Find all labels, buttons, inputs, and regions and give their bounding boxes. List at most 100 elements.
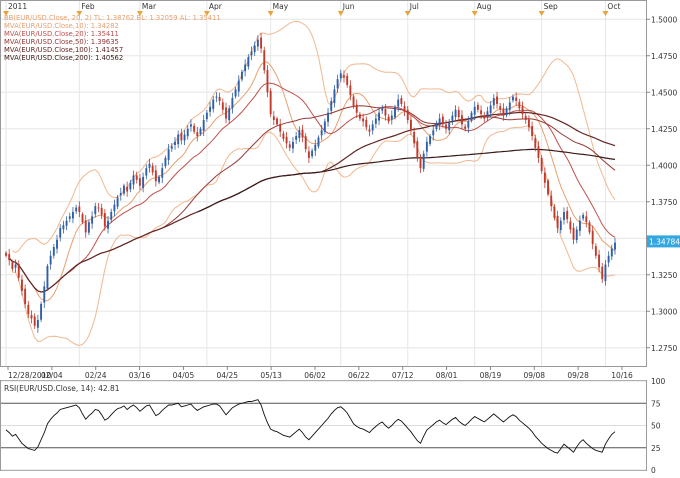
date-tick-label: 08/19 [480,371,502,380]
candle-body [317,137,320,147]
candle-body [253,45,256,53]
candle-body [394,106,396,118]
candle-body [68,216,71,219]
rsi-tick-label: 25 [651,444,661,453]
candle-body [196,132,199,137]
candle-body [244,64,247,72]
date-tick-label: 05/13 [260,371,282,380]
candle-body [212,99,215,109]
candle-body [314,144,317,151]
candle-body [572,227,575,240]
rsi-legend: RSI(EUR/USD.Close, 14): 42.81 [4,384,120,393]
candle-body [508,102,511,111]
candle-body [451,115,454,121]
rsi-line [5,399,616,454]
candle-body [556,215,559,229]
candle-body [355,104,358,113]
candle-body [362,118,365,122]
candle-body [237,80,240,92]
candle-body [215,96,218,98]
bollinger-top-line [12,20,616,254]
price-tick-label: 1.3250 [651,271,677,280]
candle-body [429,136,432,144]
last-price-label: 1.34784 [649,237,680,246]
candle-body [59,228,62,238]
candle-body [400,98,403,104]
candle-body [563,211,565,220]
candle-body [419,159,422,169]
candle-body [164,157,167,167]
price-y-axis: 1.50001.47501.45001.42501.40001.37501.35… [646,15,677,353]
candle-body [521,106,524,115]
candle-body [189,124,192,127]
candle-body [91,216,94,224]
price-tick-label: 1.3750 [651,198,677,207]
candle-body [406,109,409,120]
candle-body [441,116,444,125]
candle-body [378,112,381,121]
candle-body [502,108,505,116]
candle-body [145,168,148,176]
month-label: Apr [209,2,223,11]
candle-body [464,126,467,129]
rsi-tick-label: 0 [651,466,656,474]
candle-body [43,286,46,303]
date-tick-label: 09/28 [567,371,589,380]
date-tick-label: 12/28/2010 [8,371,51,380]
candle-body [256,39,259,47]
candle-body [413,131,416,144]
candle-body [569,221,572,230]
candle-body [40,303,43,320]
month-marker [136,11,143,16]
candle-body [403,106,406,112]
candle-body [100,207,103,215]
candle-body [346,75,349,85]
candle-body [14,264,17,268]
candle-body [24,288,27,304]
candle-body [17,264,20,278]
candle-body [260,37,263,49]
candle-body [566,210,569,220]
candle-body [110,211,113,220]
price-tick-label: 1.4000 [651,161,677,170]
candle-body [492,98,495,106]
candle-body [142,176,145,188]
candle-body [578,220,581,231]
candle-body [174,141,176,145]
candle-body [49,255,52,265]
candle-body [221,102,224,110]
month-label: Oct [607,2,620,11]
candle-body [425,141,428,152]
candle-body [515,97,518,102]
candle-body [339,73,342,79]
candle-body [330,101,333,111]
price-tick-label: 1.4500 [651,88,677,97]
candle-body [311,150,314,157]
candle-body [438,118,441,126]
legend-entry: MVA(EUR/USD.Close,50): 1.39635 [4,38,119,46]
date-tick-label: 06/22 [348,371,370,380]
candle-body [279,124,282,132]
candle-body [247,57,250,67]
last-price-marker: 1.34784 [647,235,680,248]
candle-body [445,124,447,129]
candle-body [387,116,390,122]
candle-body [231,98,234,109]
price-plot [5,20,616,347]
candle-body [113,204,116,212]
candle-body [81,214,84,223]
candle-body [288,144,291,148]
date-tick-label: 02/24 [85,371,107,380]
candle-body [301,129,304,138]
mva-200-line [197,148,616,213]
candle-body [292,141,294,149]
legend-entry: MVA(EUR/USD.Close,100): 1.41457 [4,46,123,54]
price-panel [0,0,647,367]
candle-body [486,111,489,117]
candle-body [307,151,310,158]
candle-body [432,130,435,136]
candle-body [298,130,301,139]
candle-body [266,70,269,93]
candle-body [365,119,368,128]
